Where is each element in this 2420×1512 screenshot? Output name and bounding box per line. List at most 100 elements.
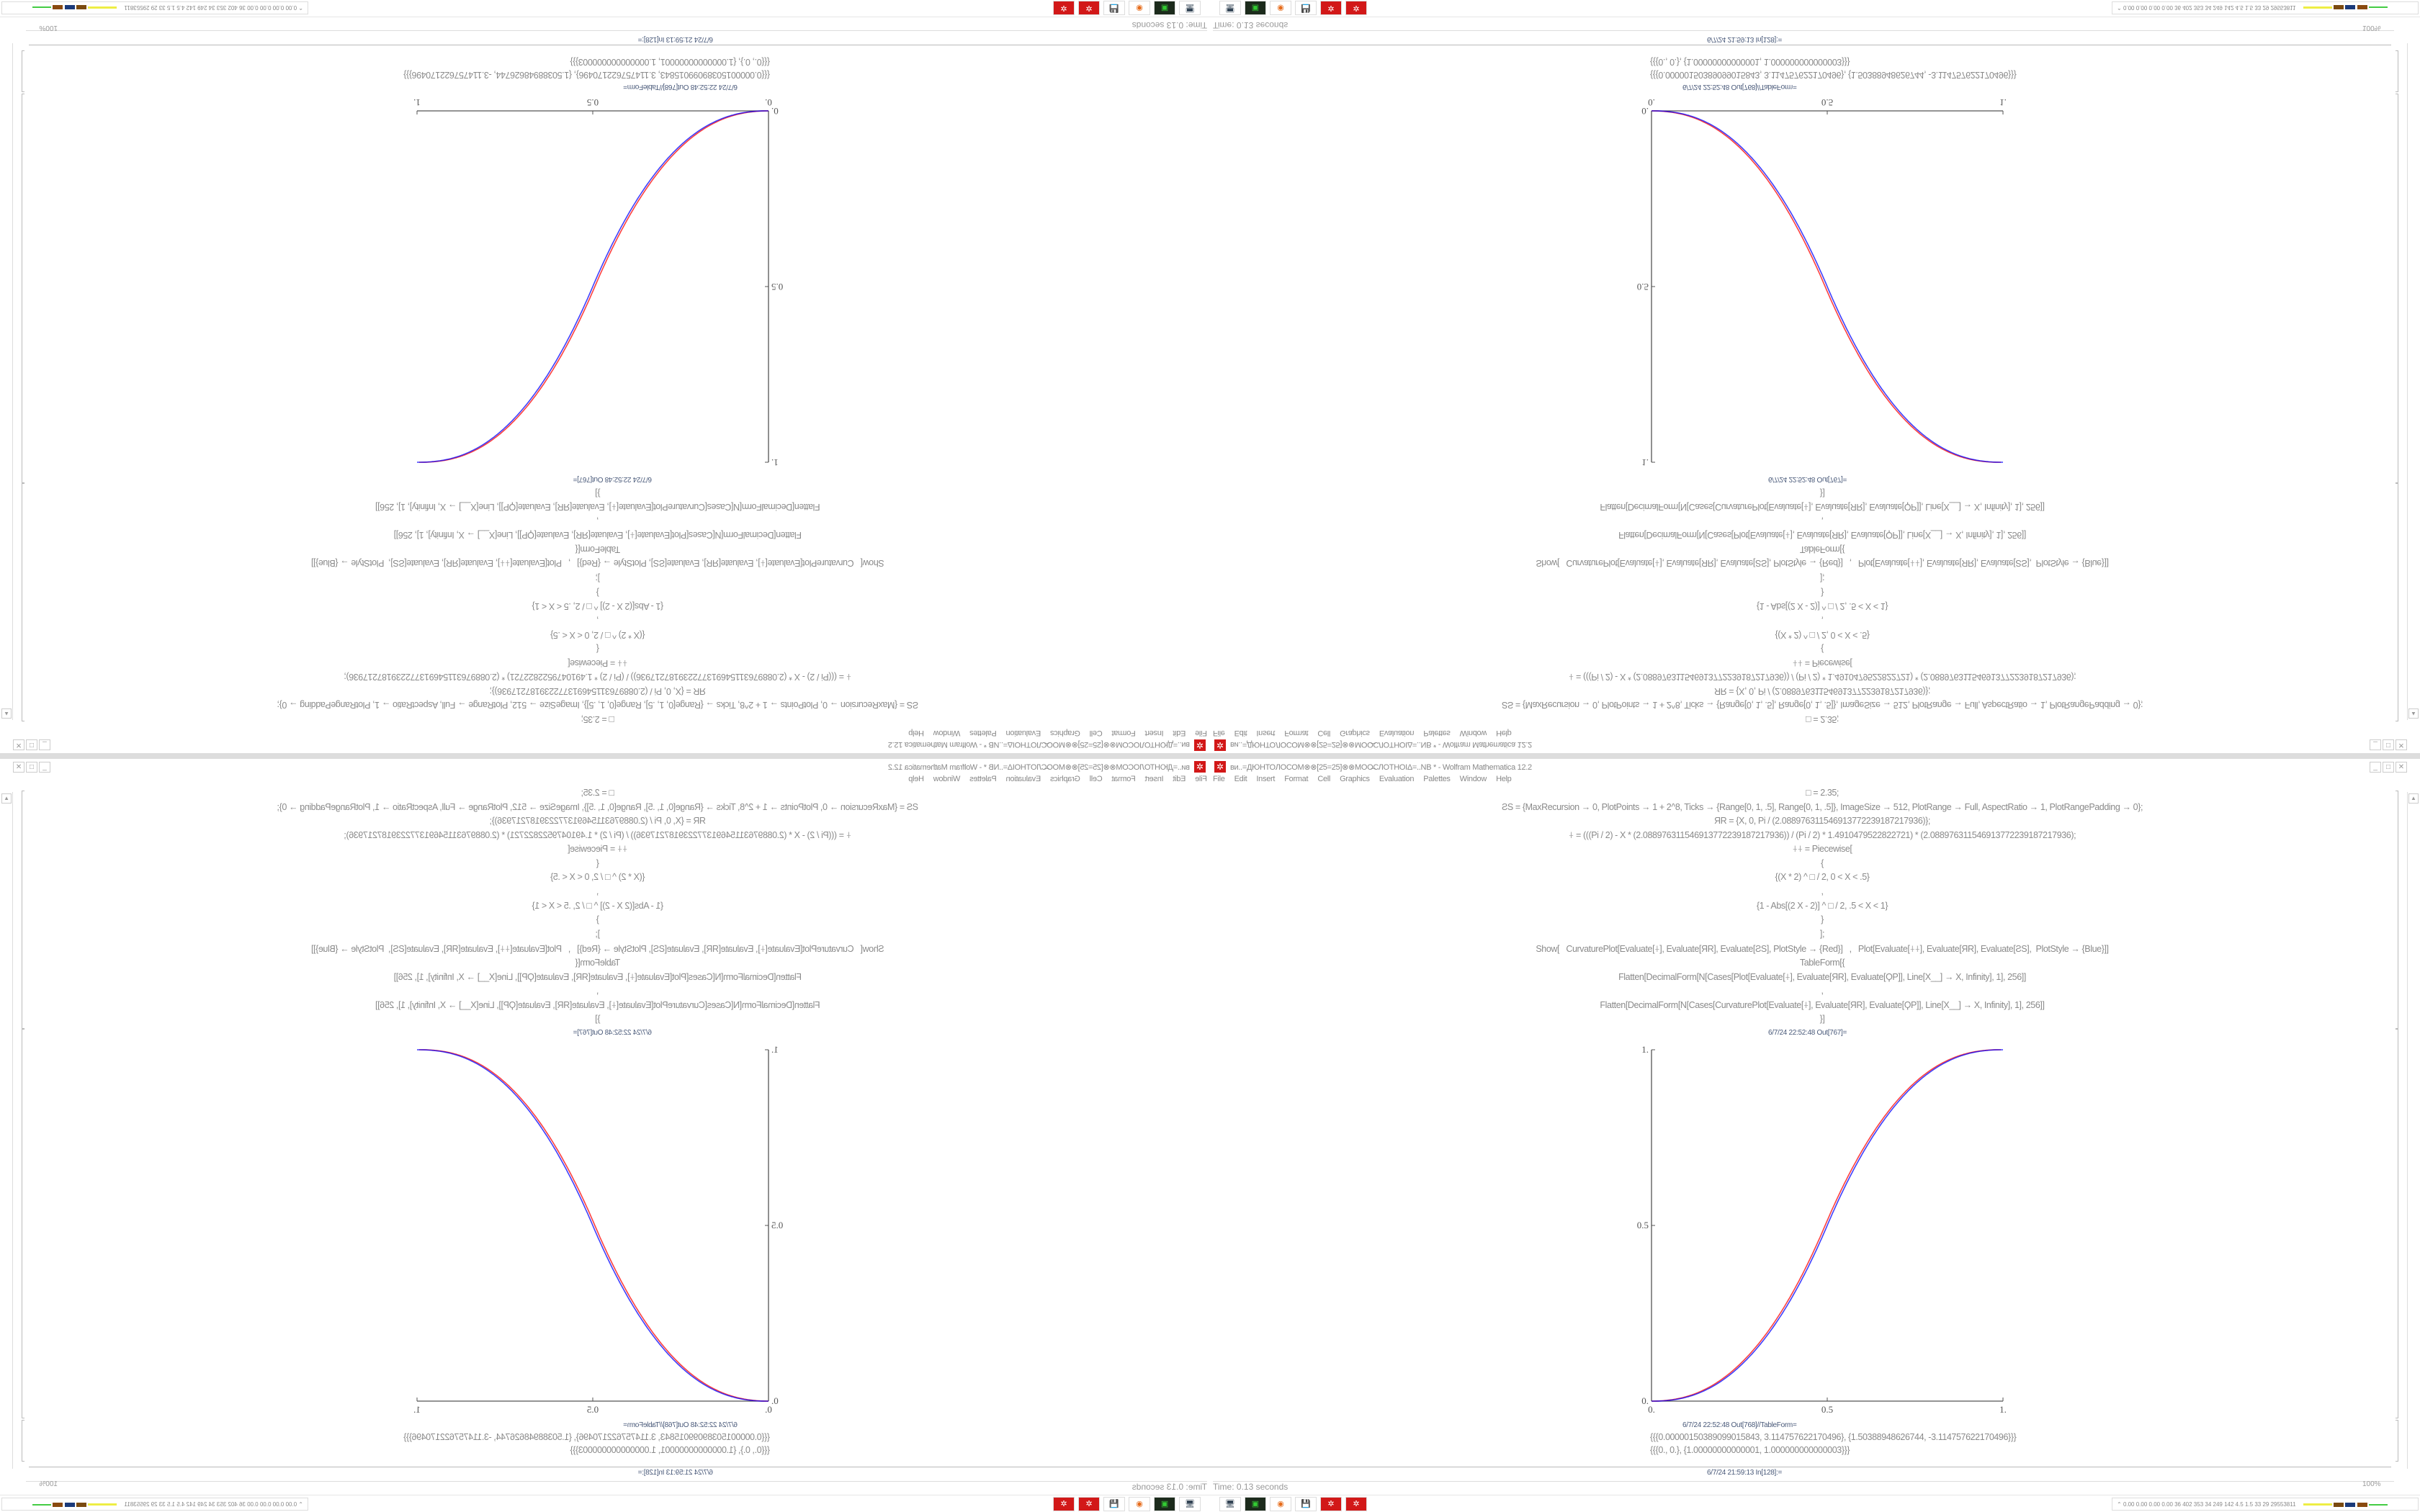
output-bracket[interactable]	[22, 94, 24, 484]
firefox-icon[interactable]: ◉	[1129, 1, 1150, 15]
scroll-up-icon[interactable]: ▲	[1, 793, 12, 804]
firefox-icon[interactable]: ◉	[1270, 1, 1291, 15]
cell-bracket[interactable]	[2396, 791, 2398, 1030]
curvature-plot: 0. 0.5 1. 0. 0.5 1.	[1637, 97, 2007, 468]
system-monitor[interactable]: ⌃ 0.00 0.00 0.00 0.00 36 402 353 34 249 …	[1, 1, 308, 14]
y-tick-label: 1.	[1641, 1044, 1649, 1055]
system-stats: 0.00 0.00 0.00 0.00 36 402 353 34 249 14…	[2123, 1501, 2296, 1508]
x-tick-label: 0.5	[587, 97, 599, 108]
maximize-button[interactable]: □	[2383, 762, 2394, 773]
output-bracket[interactable]	[2396, 94, 2398, 484]
mathematica-icon[interactable]: ✲	[1053, 1497, 1075, 1511]
code-line: ⍭⍭ = Piecewise[	[1792, 658, 1852, 668]
zoom-level[interactable]: 100%	[39, 24, 58, 32]
code-line: }]	[1819, 1014, 1825, 1024]
mathematica-icon[interactable]: ✲	[1320, 1, 1342, 15]
code-line: ,	[1821, 986, 1824, 996]
mathematica-icon[interactable]: ✲	[1345, 1497, 1367, 1511]
menu-window[interactable]: Window	[1459, 775, 1487, 783]
remote-desktop-icon[interactable]: 🖥	[1219, 1497, 1241, 1511]
chevron-up-icon: ⌃	[2117, 4, 2123, 11]
minimize-button[interactable]: _	[2370, 762, 2381, 773]
output-bracket[interactable]	[22, 1420, 24, 1462]
y-tick-label: 0.	[771, 1395, 779, 1406]
scroll-up-icon[interactable]: ▲	[2408, 793, 2419, 804]
mathematica-icon[interactable]: ✲	[1320, 1497, 1342, 1511]
system-monitor[interactable]: ⌃ 0.00 0.00 0.00 0.00 36 402 353 34 249 …	[2112, 1498, 2419, 1511]
cell-bracket[interactable]	[2396, 482, 2398, 721]
remote-desktop-icon[interactable]: 🖥	[1179, 1, 1201, 15]
code-line: {1 - Abs[(2 X - 2)] ^ □ / 2, .5 < X < 1}	[532, 901, 664, 911]
scroll-up-icon[interactable]: ▲	[1, 708, 12, 719]
series-line-blue	[417, 110, 768, 463]
vertical-scrollbar[interactable]: ▲	[1, 43, 13, 720]
cell-bracket[interactable]	[22, 482, 24, 721]
system-monitor[interactable]: ⌃ 0.00 0.00 0.00 0.00 36 402 353 34 249 …	[1, 1498, 308, 1511]
status-bar: Time: 0.13 seconds	[26, 19, 1207, 31]
menu-help[interactable]: Help	[1496, 775, 1512, 783]
menu-file[interactable]: File	[1213, 775, 1225, 783]
output-bracket[interactable]	[2396, 50, 2398, 92]
terminal-icon[interactable]: ▣	[1245, 1497, 1266, 1511]
mathematica-icon[interactable]: ✲	[1078, 1, 1100, 15]
menu-cell[interactable]: Cell	[1317, 775, 1331, 783]
usage-graph	[32, 1503, 52, 1506]
result-row: {{{0., 0.}, {1.00000000000001, 1.0000000…	[1650, 57, 1850, 67]
code-line: {(X * 2) ^ □ / 2, 0 < X < .5}	[1775, 630, 1870, 640]
system-monitor[interactable]: ⌃ 0.00 0.00 0.00 0.00 36 402 353 34 249 …	[2112, 1, 2419, 14]
code-line: □ = 2.35;	[1806, 714, 1839, 724]
zoom-level[interactable]: 100%	[39, 1480, 58, 1488]
remote-desktop-icon[interactable]: 🖥	[1219, 1, 1241, 15]
vertical-scrollbar[interactable]: ▲	[2407, 43, 2419, 720]
mathematica-window-mirrored: ✲ ви..=ДЮНТОЛОСОМ⊗⊗[25=25]⊗⊗МОО̶СЛОТНОΙΔ…	[0, 0, 1210, 756]
floppy-64-icon[interactable]: 💾	[1103, 1, 1125, 15]
menu-palettes[interactable]: Palettes	[1423, 775, 1451, 783]
mathematica-window-mirrored: ✲ ви..=ДЮНТОЛОСОМ⊗⊗[25=25]⊗⊗МОО̶СЛОТНОΙΔ…	[1210, 0, 2420, 756]
input-cell[interactable]: □ = 2.35; ƧS = {MaxRecursion → 0, PlotPo…	[0, 756, 1210, 1024]
mathematica-window-mirrored: ✲ ви..=ДЮНТОЛОСОМ⊗⊗[25=25]⊗⊗МОО̶СЛОТНОΙΔ…	[0, 756, 1210, 1512]
floppy-64-icon[interactable]: 💾	[1295, 1497, 1317, 1511]
menu-graphics[interactable]: Graphics	[1340, 775, 1370, 783]
code-line: {(X * 2) ^ □ / 2, 0 < X < .5}	[550, 630, 645, 640]
output-bracket[interactable]	[2396, 1420, 2398, 1462]
floppy-64-icon[interactable]: 💾	[1103, 1497, 1125, 1511]
terminal-icon[interactable]: ▣	[1154, 1497, 1175, 1511]
input-cell[interactable]: □ = 2.35; ƧS = {MaxRecursion → 0, PlotPo…	[0, 488, 1210, 756]
code-line: {(X * 2) ^ □ / 2, 0 < X < .5}	[1775, 872, 1870, 882]
menu-edit[interactable]: Edit	[1234, 775, 1247, 783]
menu-evaluation[interactable]: Evaluation	[1379, 775, 1415, 783]
menu-format[interactable]: Format	[1284, 775, 1309, 783]
code-line: TableForm[{	[1799, 544, 1845, 554]
code-line: Flatten[DecimalForm[N[Cases[CurvaturePlo…	[1600, 502, 2045, 512]
floppy-64-icon[interactable]: 💾	[1295, 1, 1317, 15]
terminal-icon[interactable]: ▣	[1154, 1, 1175, 15]
zoom-level[interactable]: 100%	[2362, 1480, 2381, 1488]
usage-graph	[2345, 5, 2356, 10]
output-bracket[interactable]	[22, 1028, 24, 1418]
vertical-scrollbar[interactable]: ▲	[2407, 792, 2419, 1469]
x-tick-label: 1.	[413, 97, 421, 108]
output-bracket[interactable]	[2396, 1028, 2398, 1418]
scroll-up-icon[interactable]: ▲	[2408, 708, 2419, 719]
input-cell[interactable]: □ = 2.35; ƧS = {MaxRecursion → 0, PlotPo…	[1210, 488, 2420, 756]
usage-graph	[76, 1502, 86, 1507]
input-cell[interactable]: □ = 2.35; ƧS = {MaxRecursion → 0, PlotPo…	[1210, 756, 2420, 1024]
mathematica-icon[interactable]: ✲	[1345, 1, 1367, 15]
firefox-icon[interactable]: ◉	[1270, 1497, 1291, 1511]
mathematica-icon[interactable]: ✲	[1053, 1, 1075, 15]
output-bracket[interactable]	[22, 50, 24, 92]
terminal-icon[interactable]: ▣	[1245, 1, 1266, 15]
output-label: 6/7/24 22:52:48 Out[767]=	[1768, 1029, 1847, 1037]
menu-insert[interactable]: Insert	[1256, 775, 1276, 783]
vertical-scrollbar[interactable]: ▲	[1, 792, 13, 1469]
zoom-level[interactable]: 100%	[2362, 24, 2381, 32]
code-line: TableForm[{	[1799, 958, 1845, 968]
cell-bracket[interactable]	[22, 791, 24, 1030]
code-line: ,	[1821, 886, 1824, 896]
remote-desktop-icon[interactable]: 🖥	[1179, 1497, 1201, 1511]
usage-graph	[2357, 5, 2367, 10]
close-button[interactable]: ✕	[2396, 762, 2407, 773]
mathematica-icon[interactable]: ✲	[1078, 1497, 1100, 1511]
code-line: Flatten[DecimalForm[N[Cases[Plot[Evaluat…	[1618, 972, 2026, 982]
firefox-icon[interactable]: ◉	[1129, 1497, 1150, 1511]
